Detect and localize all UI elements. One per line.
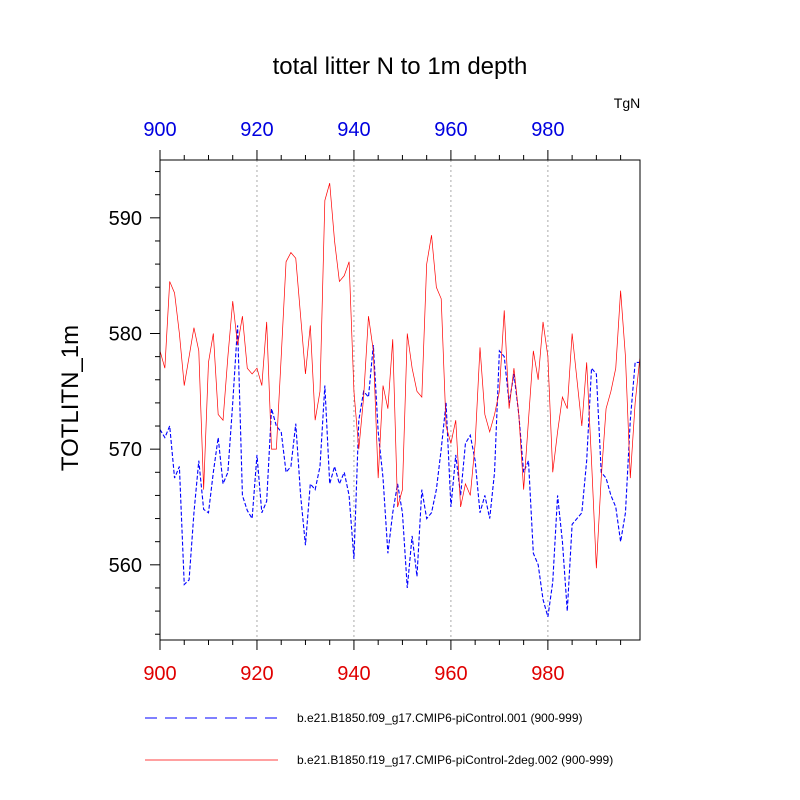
- legend-label-1: b.e21.B1850.f09_g17.CMIP6-piControl.001 …: [297, 711, 583, 725]
- y-tick-label-580: 580: [109, 323, 142, 345]
- y-tick-label-560: 560: [109, 555, 142, 577]
- x-tick-label-top-980: 980: [531, 119, 564, 141]
- y-tick-label-590: 590: [109, 208, 142, 230]
- series-line-2: [159, 183, 641, 569]
- x-tick-label-bottom-980: 980: [531, 663, 564, 685]
- axis-ticks: [150, 150, 622, 650]
- y-tick-label-570: 570: [109, 439, 142, 461]
- series-line-1: [159, 325, 640, 618]
- x-tick-label-top-960: 960: [434, 119, 467, 141]
- x-tick-label-bottom-900: 900: [143, 663, 176, 685]
- chart-title: total litter N to 1m depth: [273, 53, 528, 80]
- units-label: TgN: [614, 95, 640, 111]
- x-tick-label-top-940: 940: [337, 119, 370, 141]
- x-tick-label-top-900: 900: [143, 119, 176, 141]
- y-axis-label: TOTLITN_1m: [57, 325, 84, 471]
- legend: b.e21.B1850.f09_g17.CMIP6-piControl.001 …: [145, 711, 613, 767]
- gridlines: [256, 160, 549, 640]
- tick-labels: 560 570 580 590 900 920 940 960 980 900 920 940 960 9…: [109, 119, 565, 685]
- x-tick-label-bottom-920: 920: [240, 663, 273, 685]
- x-tick-label-bottom-940: 940: [337, 663, 370, 685]
- legend-label-2: b.e21.B1850.f19_g17.CMIP6-piControl-2deg…: [297, 753, 613, 767]
- series-group: [159, 183, 641, 618]
- x-tick-label-top-920: 920: [240, 119, 273, 141]
- plot-frame: [159, 159, 641, 641]
- x-tick-label-bottom-960: 960: [434, 663, 467, 685]
